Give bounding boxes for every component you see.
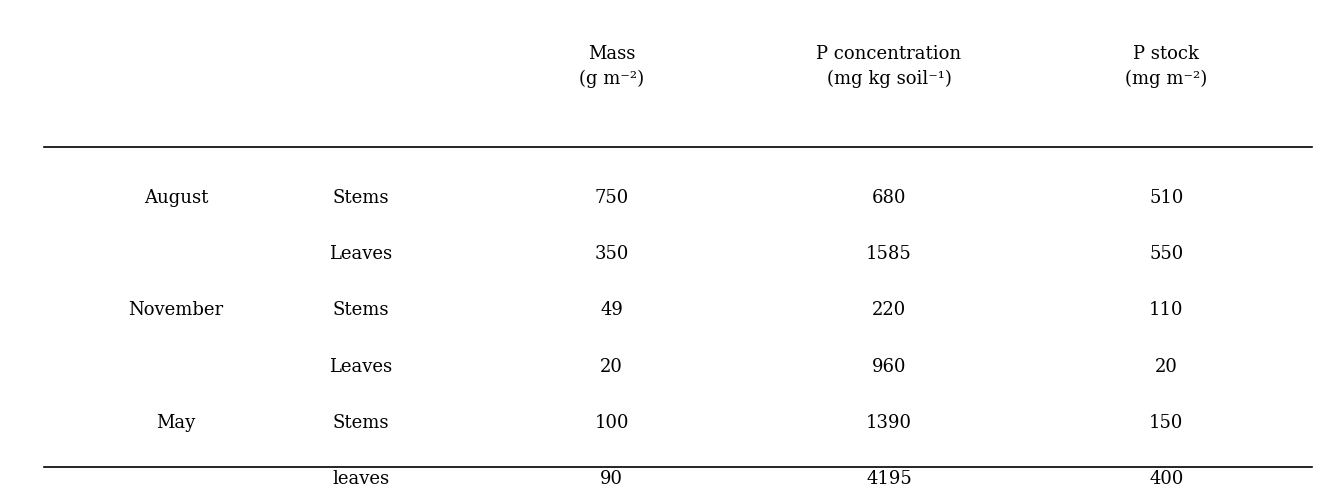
Text: Stems: Stems <box>332 189 389 207</box>
Text: 110: 110 <box>1150 301 1184 319</box>
Text: May: May <box>157 414 195 432</box>
Text: 4195: 4195 <box>867 470 912 489</box>
Text: 100: 100 <box>594 414 629 432</box>
Text: Leaves: Leaves <box>330 357 392 376</box>
Text: 550: 550 <box>1150 245 1184 263</box>
Text: P stock
(mg m⁻²): P stock (mg m⁻²) <box>1126 44 1208 88</box>
Text: Stems: Stems <box>332 414 389 432</box>
Text: 1585: 1585 <box>867 245 912 263</box>
Text: P concentration
(mg kg soil⁻¹): P concentration (mg kg soil⁻¹) <box>816 44 962 88</box>
Text: Mass
(g m⁻²): Mass (g m⁻²) <box>579 44 645 88</box>
Text: November: November <box>129 301 223 319</box>
Text: 150: 150 <box>1150 414 1184 432</box>
Text: 20: 20 <box>1155 357 1177 376</box>
Text: 400: 400 <box>1150 470 1184 489</box>
Text: 750: 750 <box>594 189 629 207</box>
Text: 960: 960 <box>872 357 906 376</box>
Text: 49: 49 <box>601 301 623 319</box>
Text: 220: 220 <box>872 301 906 319</box>
Text: 90: 90 <box>601 470 623 489</box>
Text: 680: 680 <box>872 189 906 207</box>
Text: Leaves: Leaves <box>330 245 392 263</box>
Text: 1390: 1390 <box>867 414 912 432</box>
Text: Stems: Stems <box>332 301 389 319</box>
Text: leaves: leaves <box>332 470 389 489</box>
Text: 510: 510 <box>1150 189 1184 207</box>
Text: August: August <box>144 189 209 207</box>
Text: 20: 20 <box>601 357 623 376</box>
Text: 350: 350 <box>594 245 629 263</box>
